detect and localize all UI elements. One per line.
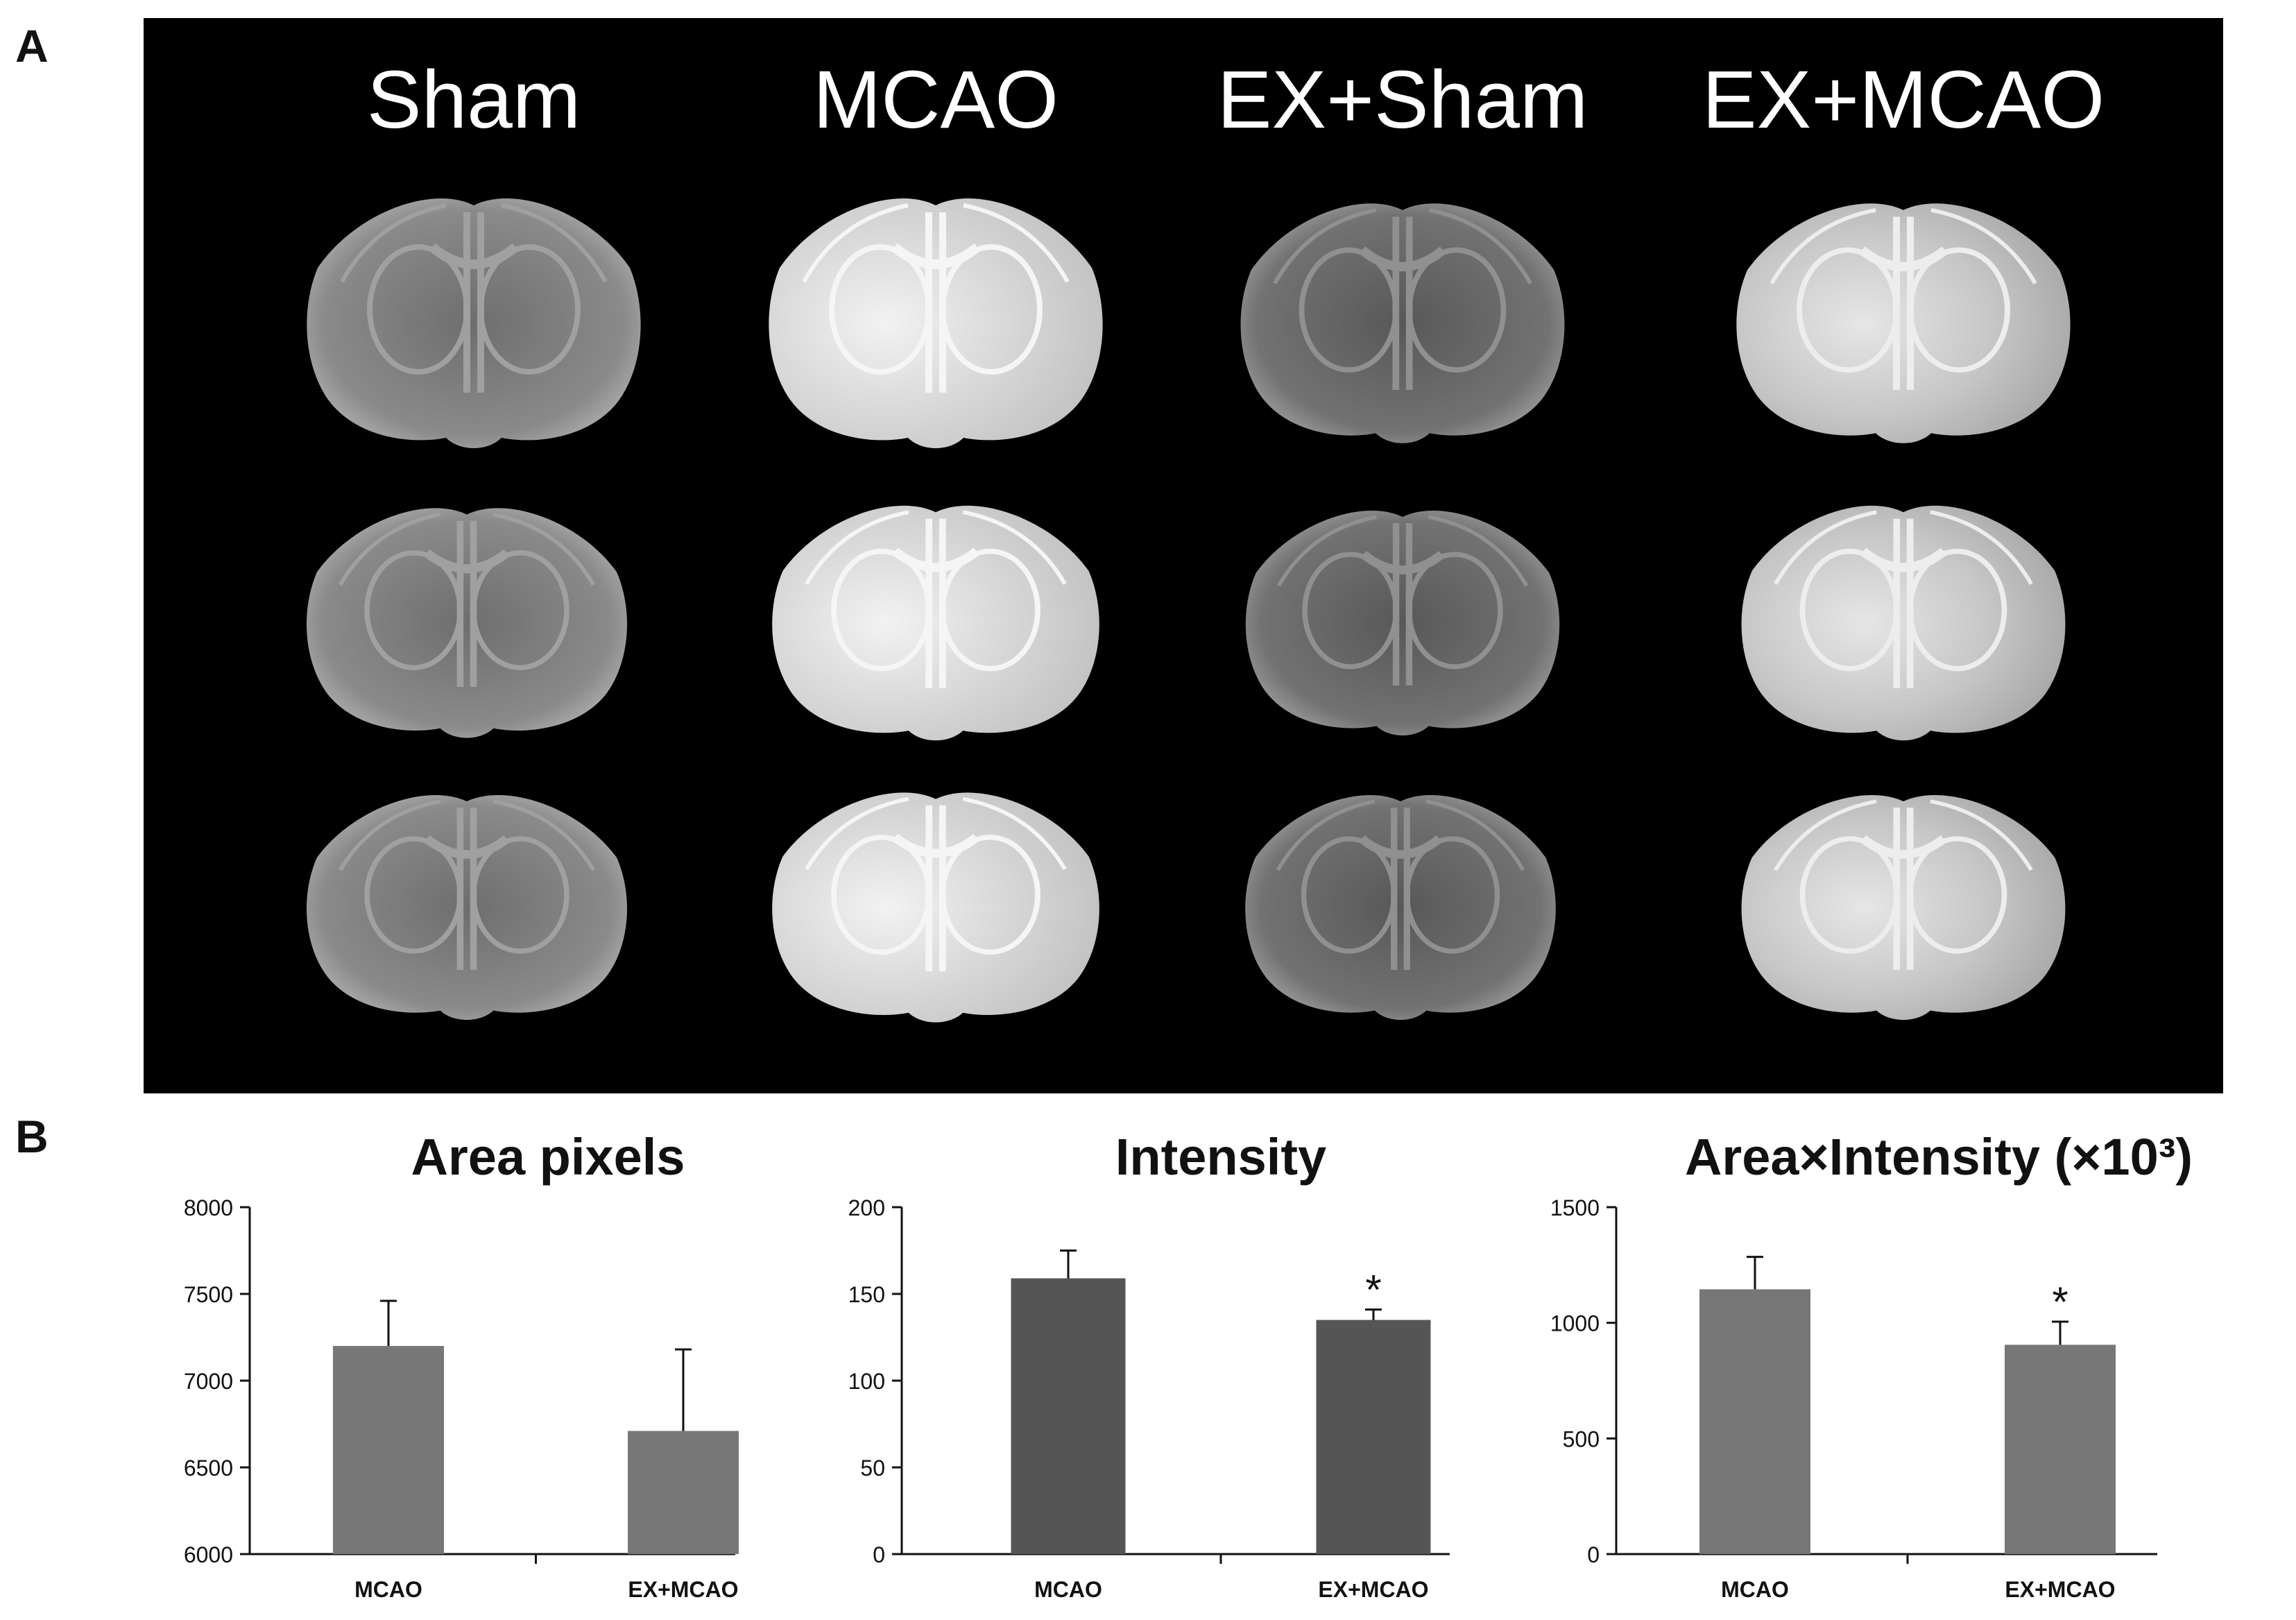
- y-tick-label: 200: [848, 1195, 885, 1220]
- bar-ex-mcao: [1316, 1320, 1431, 1554]
- x-category-label: MCAO: [1034, 1577, 1102, 1602]
- bar-mcao: [1699, 1289, 1810, 1554]
- brain-slices-image: [307, 198, 2071, 1023]
- bar-chart-area-intensity: 0 500 1000 1500 MCAO * EX+MCAO: [1550, 1195, 2157, 1602]
- y-tick-label: 50: [860, 1456, 885, 1481]
- x-category-label: EX+MCAO: [2005, 1577, 2115, 1602]
- column-label-ex-mcao: EX+MCAO: [1702, 54, 2105, 146]
- y-tick-label: 6500: [184, 1456, 233, 1481]
- panel-b-letter: B: [15, 1111, 49, 1162]
- significance-asterisk: *: [2052, 1279, 2068, 1325]
- x-category-label: EX+MCAO: [628, 1577, 738, 1602]
- column-label-ex-sham: EX+Sham: [1217, 54, 1588, 146]
- y-tick-label: 150: [848, 1282, 885, 1307]
- column-label-sham: Sham: [366, 54, 581, 146]
- y-tick-label: 1000: [1550, 1311, 1600, 1336]
- y-tick-label: 500: [1563, 1426, 1600, 1451]
- bar-mcao: [1011, 1278, 1126, 1554]
- y-tick-label: 0: [873, 1542, 885, 1567]
- panel-a-letter: A: [15, 20, 49, 71]
- y-tick-label: 6000: [184, 1542, 233, 1567]
- y-tick-label: 100: [848, 1369, 885, 1394]
- y-tick-label: 1500: [1550, 1195, 1600, 1220]
- x-category-label: MCAO: [354, 1577, 422, 1602]
- chart-title-area: Area pixels: [411, 1128, 685, 1186]
- bar-chart-intensity: 0 50 100 150 200 MCAO * EX+MCAO: [848, 1195, 1450, 1602]
- mri-image-panel: Sham MCAO EX+Sham EX+MCAO: [144, 18, 2223, 1093]
- bar-mcao: [333, 1346, 444, 1554]
- y-tick-label: 0: [1587, 1542, 1600, 1567]
- bar-chart-area-pixels: 6000 6500 7000 7500 8000 MCAO EX+MCAO: [184, 1195, 739, 1602]
- y-tick-label: 8000: [184, 1195, 233, 1220]
- column-label-mcao: MCAO: [813, 54, 1059, 146]
- bar-ex-mcao: [628, 1431, 739, 1554]
- y-tick-label: 7500: [184, 1282, 233, 1307]
- significance-asterisk: *: [1365, 1267, 1381, 1313]
- y-tick-label: 7000: [184, 1369, 233, 1394]
- x-category-label: EX+MCAO: [1318, 1577, 1428, 1602]
- chart-title-intensity: Intensity: [1115, 1128, 1327, 1186]
- x-category-label: MCAO: [1721, 1577, 1789, 1602]
- chart-title-area-intensity: Area×Intensity (×10³): [1684, 1128, 2193, 1186]
- bar-ex-mcao: [2005, 1345, 2116, 1554]
